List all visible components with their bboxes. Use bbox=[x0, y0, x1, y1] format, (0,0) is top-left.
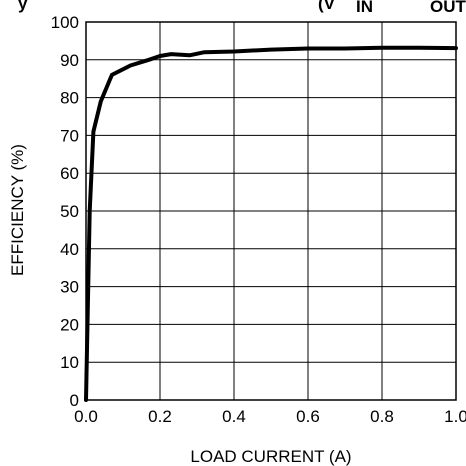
x-tick-label: 0.0 bbox=[74, 407, 98, 426]
y-tick-label: 0 bbox=[70, 391, 79, 410]
chart-title-fragments: y (V IN OUT bbox=[18, 0, 466, 16]
y-tick-label: 20 bbox=[60, 315, 79, 334]
y-tick-label: 50 bbox=[60, 202, 79, 221]
x-tick-label: 1.0 bbox=[444, 407, 466, 426]
y-tick-label: 30 bbox=[60, 278, 79, 297]
y-tick-label: 40 bbox=[60, 240, 79, 259]
y-tick-label: 90 bbox=[60, 51, 79, 70]
x-axis-title: LOAD CURRENT (A) bbox=[190, 447, 351, 466]
grid-lines bbox=[85, 21, 457, 401]
plot-frame bbox=[85, 21, 457, 401]
y-tick-label: 100 bbox=[51, 13, 79, 32]
y-axis-title: EFFICIENCY (%) bbox=[8, 144, 27, 276]
title-fragment: y bbox=[18, 0, 28, 13]
x-tick-label: 0.4 bbox=[222, 407, 246, 426]
x-tick-label: 0.6 bbox=[296, 407, 320, 426]
y-tick-label: 80 bbox=[60, 89, 79, 108]
title-fragment: IN bbox=[356, 0, 373, 16]
plot-border bbox=[85, 21, 457, 401]
y-tick-label: 70 bbox=[60, 126, 79, 145]
x-tick-label: 0.2 bbox=[148, 407, 172, 426]
title-fragment: OUT bbox=[430, 0, 466, 16]
x-tick-label: 0.8 bbox=[370, 407, 394, 426]
y-tick-labels: 0 10 20 30 40 50 60 70 80 90 100 bbox=[51, 13, 79, 410]
efficiency-series-line bbox=[84, 45, 458, 402]
y-tick-label: 10 bbox=[60, 353, 79, 372]
series-group bbox=[84, 45, 458, 402]
title-fragment: (V bbox=[318, 0, 336, 13]
y-tick-label: 60 bbox=[60, 164, 79, 183]
x-tick-labels: 0.0 0.2 0.4 0.6 0.8 1.0 bbox=[74, 407, 466, 426]
